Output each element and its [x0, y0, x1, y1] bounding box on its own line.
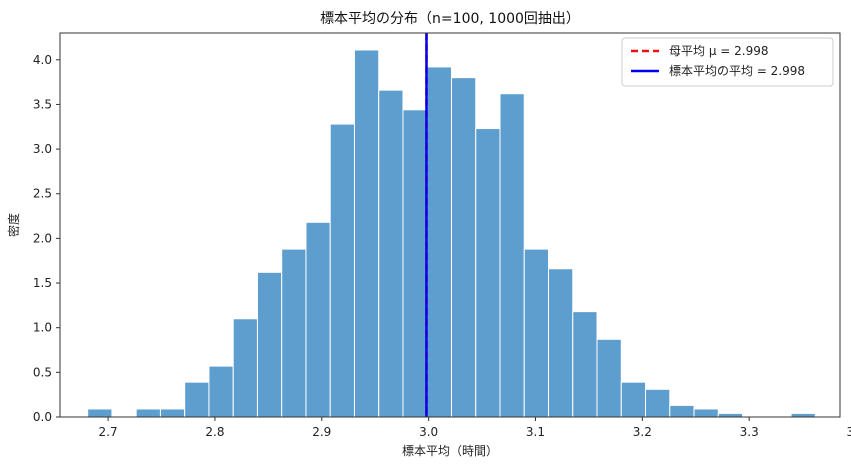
x-tick-label: 2.9 — [312, 425, 331, 439]
legend-label-sample-mean: 標本平均の平均 = 2.998 — [669, 64, 805, 78]
y-axis-ticks: 0.0 0.5 1.0 1.5 2.0 2.5 3.0 3.5 4.0 — [33, 53, 60, 424]
y-tick-label: 0.5 — [33, 365, 52, 379]
histogram-bar — [353, 49, 380, 418]
histogram-bar — [596, 338, 622, 418]
histogram-bar — [329, 123, 355, 418]
x-axis-ticks: 2.7 2.8 2.9 3.0 3.1 3.2 3.3 3.4 — [99, 417, 851, 439]
y-axis-title: 密度 — [6, 213, 21, 237]
plot-frame — [59, 32, 841, 418]
histogram-bar — [572, 311, 598, 418]
histogram-bar — [87, 408, 113, 418]
histogram-bar — [135, 408, 161, 418]
histogram-bar — [402, 109, 428, 418]
histogram-bar — [523, 248, 550, 418]
x-tick-label: 3.1 — [526, 425, 545, 439]
y-tick-label: 2.0 — [33, 231, 52, 245]
histogram-bar — [693, 408, 719, 418]
y-tick-label: 3.0 — [33, 142, 52, 156]
chart-title: 標本平均の分布（n=100, 1000回抽出） — [320, 11, 580, 27]
histogram-bar — [620, 381, 647, 418]
histogram-bar — [499, 93, 525, 418]
histogram-bar — [378, 89, 404, 418]
histogram-bar — [281, 248, 307, 418]
y-tick-label: 1.5 — [33, 276, 52, 290]
histogram-bar — [450, 77, 477, 418]
histogram-bar — [159, 408, 186, 418]
y-tick-label: 1.0 — [33, 321, 52, 335]
x-tick-label: 3.0 — [419, 425, 438, 439]
y-tick-label: 3.5 — [33, 97, 52, 111]
histogram-bar — [548, 268, 574, 418]
histogram-bar — [669, 404, 695, 418]
y-tick-label: 0.0 — [33, 410, 52, 424]
histogram-bar — [208, 365, 234, 418]
histogram-bar — [256, 271, 283, 418]
x-tick-label: 2.8 — [205, 425, 224, 439]
histogram-bar — [790, 412, 816, 418]
x-tick-label: 3.3 — [740, 425, 759, 439]
histogram-bar — [426, 66, 452, 418]
histogram-bar — [184, 381, 210, 418]
histogram-bar — [475, 128, 501, 418]
x-tick-label: 3.2 — [633, 425, 652, 439]
legend-box — [621, 37, 834, 87]
legend: 母平均 μ = 2.998 標本平均の平均 = 2.998 — [621, 37, 834, 87]
histogram-bar — [305, 221, 331, 418]
histogram-bar — [717, 412, 744, 418]
histogram-bar — [645, 388, 671, 418]
legend-label-population-mean: 母平均 μ = 2.998 — [669, 44, 769, 58]
x-axis-title: 標本平均（時間） — [402, 444, 498, 458]
x-tick-label: 3.4 — [846, 425, 851, 439]
y-tick-label: 2.5 — [33, 187, 52, 201]
x-tick-label: 2.7 — [99, 425, 118, 439]
y-tick-label: 4.0 — [33, 53, 52, 67]
histogram-bars — [87, 49, 816, 418]
histogram-bar — [232, 318, 258, 418]
